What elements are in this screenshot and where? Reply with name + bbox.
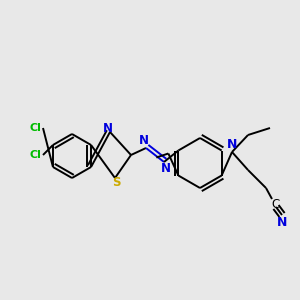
Text: C: C: [271, 197, 279, 211]
Text: N: N: [277, 217, 287, 230]
Text: N: N: [139, 134, 149, 148]
Text: N: N: [161, 163, 171, 176]
Text: Cl: Cl: [29, 150, 41, 160]
Text: S: S: [112, 176, 120, 188]
Text: N: N: [103, 122, 113, 134]
Text: Cl: Cl: [29, 123, 41, 133]
Text: N: N: [227, 137, 237, 151]
